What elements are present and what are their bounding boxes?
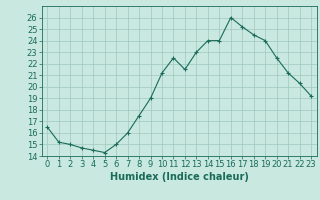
X-axis label: Humidex (Indice chaleur): Humidex (Indice chaleur) <box>110 172 249 182</box>
